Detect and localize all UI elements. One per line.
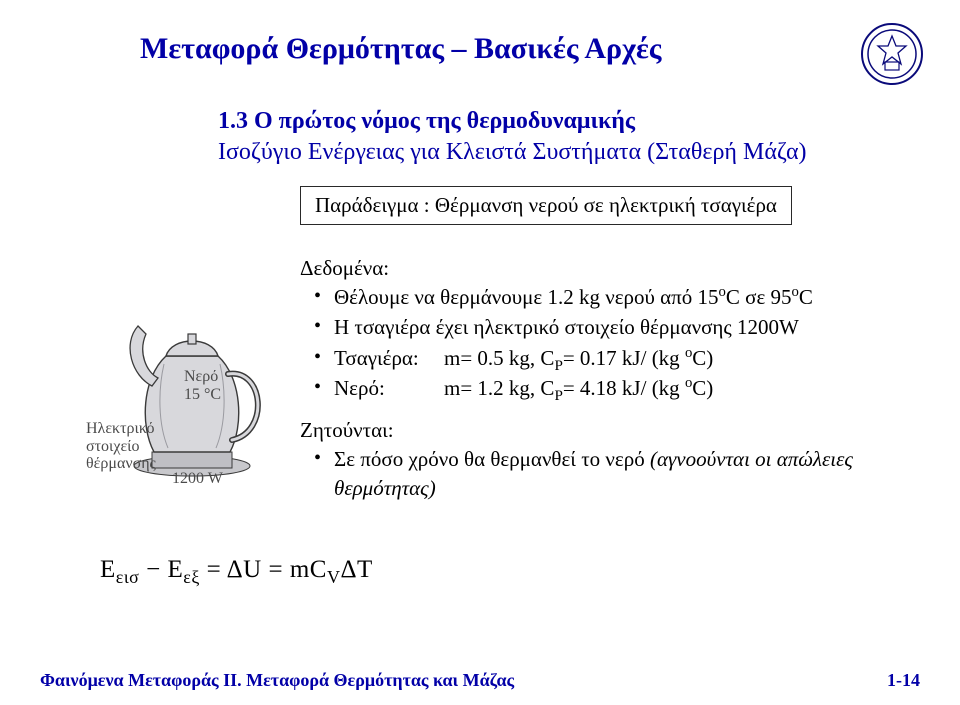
g4v: = 4.18 kJ/ (kg [563,376,685,400]
given-list: Θέλουμε να θερμάνουμε 1.2 kg νερού από 1… [300,283,900,402]
page-title: Μεταφορά Θερμότητας – Βασικές Αρχές [140,32,661,66]
element-l3: θέρμανσης [86,455,156,472]
section-number-title: 1.3 Ο πρώτος νόμος της θερμοδυναμικής [218,108,858,135]
g3l: Τσαγιέρα: [334,344,444,372]
section-subtitle: Ισοζύγιο Ενέργειας για Κλειστά Συστήματα… [218,139,858,166]
g3t: C) [692,346,713,370]
slide-page: Μεταφορά Θερμότητας – Βασικές Αρχές 1.3 … [0,0,960,705]
asked-item-1: Σε πόσο χρόνο θα θερμανθεί το νερό (αγνο… [334,445,900,502]
given-item-3: Τσαγιέρα:m= 0.5 kg, CP= 0.17 kJ/ (kg oC) [334,344,900,372]
eq-mid: = ΔU = mC [200,556,327,583]
asked-list: Σε πόσο χρόνο θα θερμανθεί το νερό (αγνο… [300,445,900,502]
given-item-4: Νερό:m= 1.2 kg, CP= 4.18 kJ/ (kg oC) [334,374,900,402]
page-number: 1-14 [887,670,920,691]
eq-rhs: ΔT [340,556,372,583]
eq-s1: εισ [116,567,140,587]
footer: Φαινόμενα Μεταφοράς ΙΙ. Μεταφορά Θερμότη… [40,670,920,691]
element-l1: Ηλεκτρικό [86,420,155,437]
g4t: C) [692,376,713,400]
eq-sv: V [327,567,341,587]
figure-water-label: Νερό 15 °C [184,368,221,403]
g4l: Νερό: [334,374,444,402]
g3v: = 0.17 kJ/ (kg [563,346,685,370]
eq-e2: E [168,556,184,583]
kettle-figure: Νερό 15 °C Ηλεκτρικό στοιχείο θέρμανσης … [92,256,282,496]
g4m: m= 1.2 kg, C [444,376,554,400]
element-l2: στοιχείο [86,438,139,455]
water-temp: 15 °C [184,386,221,403]
footer-text: Φαινόμενα Μεταφοράς ΙΙ. Μεταφορά Θερμότη… [40,670,514,690]
g1c: C [799,285,813,309]
energy-equation: Eεισ − Eεξ = ΔU = mCVΔT [100,556,373,584]
sup-o1: o [719,284,726,300]
a1a: Σε πόσο χρόνο θα θερμανθεί το νερό [334,447,650,471]
eq-s2: εξ [183,567,200,587]
asked-head: Ζητούνται: [300,418,900,443]
figure-power-label: 1200 W [172,470,223,488]
content-block: Δεδομένα: Θέλουμε να θερμάνουμε 1.2 kg ν… [300,256,900,518]
given-item-1: Θέλουμε να θερμάνουμε 1.2 kg νερού από 1… [334,283,900,311]
university-seal-icon [860,22,924,86]
eq-minus: − [139,556,167,583]
eq-e1: E [100,556,116,583]
sup-o2: o [792,284,799,300]
subtitle-block: 1.3 Ο πρώτος νόμος της θερμοδυναμικής Ισ… [218,108,858,166]
example-box: Παράδειγμα : Θέρμανση νερού σε ηλεκτρική… [300,186,792,225]
given-head: Δεδομένα: [300,256,900,281]
header: Μεταφορά Θερμότητας – Βασικές Αρχές [0,22,960,92]
water-text: Νερό [184,368,218,385]
g1b: C σε 95 [726,285,792,309]
sub-p1: P [554,358,562,374]
given-item-2: Η τσαγιέρα έχει ηλεκτρικό στοιχείο θέρμα… [334,313,900,341]
sub-p2: P [554,388,562,404]
g3m: m= 0.5 kg, C [444,346,554,370]
figure-element-label: Ηλεκτρικό στοιχείο θέρμανσης [86,420,156,473]
g1a: Θέλουμε να θερμάνουμε 1.2 kg νερού από 1… [334,285,719,309]
